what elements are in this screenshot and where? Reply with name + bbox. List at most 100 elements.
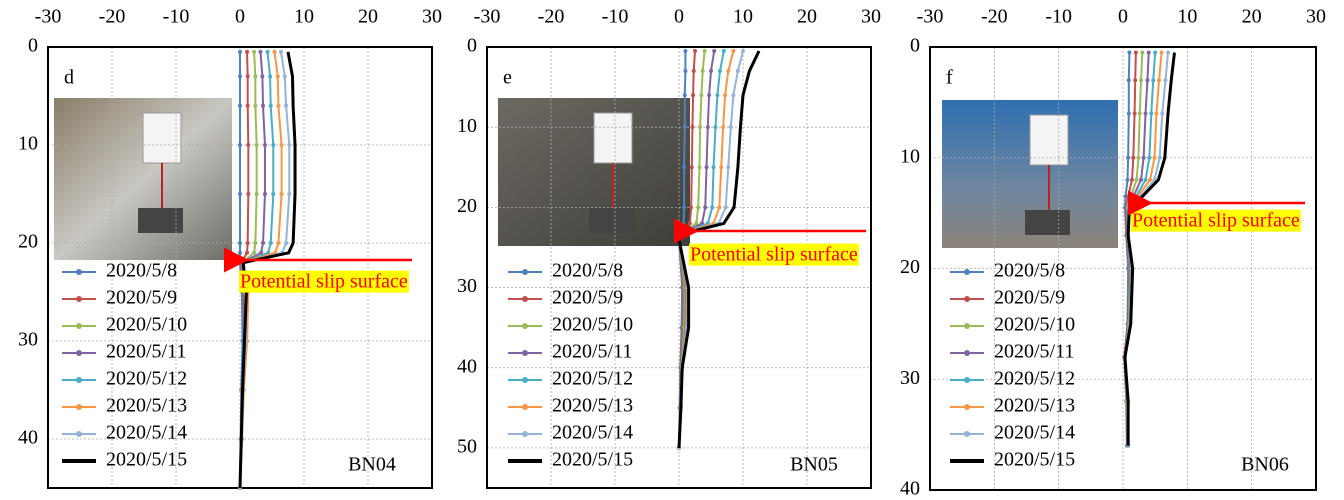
profile-point xyxy=(683,49,687,53)
legend-marker xyxy=(522,323,528,329)
profile-point xyxy=(707,93,711,97)
legend-marker xyxy=(964,377,970,383)
x-tick-label: 20 xyxy=(797,6,817,28)
legend-label: 2020/5/13 xyxy=(106,395,187,417)
legend-marker xyxy=(964,431,970,437)
profile-point xyxy=(709,69,713,73)
legend-label: 2020/5/13 xyxy=(552,395,633,417)
profile-point xyxy=(692,69,696,73)
x-tick-label: 30 xyxy=(861,6,881,28)
profile-point xyxy=(1147,51,1151,55)
profile-point xyxy=(697,165,701,169)
legend-label: 2020/5/12 xyxy=(106,368,187,390)
profile-point xyxy=(682,205,686,209)
photo-base xyxy=(1025,210,1070,235)
legend-label: 2020/5/14 xyxy=(994,422,1075,444)
profile-point xyxy=(682,165,686,169)
x-tick-label: 20 xyxy=(1242,6,1262,28)
legend-marker xyxy=(964,296,970,302)
y-tick-label: 20 xyxy=(18,231,38,253)
profile-point xyxy=(255,143,259,147)
profile-point xyxy=(1133,78,1137,82)
legend-marker xyxy=(964,350,970,356)
x-tick-label: -30 xyxy=(917,6,944,28)
profile-point xyxy=(238,50,242,54)
profile-point xyxy=(287,192,291,196)
profile-point xyxy=(1147,156,1151,160)
profile-point xyxy=(726,69,730,73)
y-tick-label: 40 xyxy=(900,478,920,500)
profile-point xyxy=(260,74,264,78)
profile-point xyxy=(246,143,250,147)
panel-label: e xyxy=(503,67,512,89)
profile-line xyxy=(1125,53,1175,446)
y-tick-label: 40 xyxy=(457,355,477,377)
annotation: Potential slip surface xyxy=(1132,210,1300,232)
legend-label: 2020/5/10 xyxy=(106,314,187,336)
profile-point xyxy=(689,205,693,209)
profile-point xyxy=(1151,78,1155,82)
y-tick-label: 10 xyxy=(18,133,38,155)
legend-label: 2020/5/9 xyxy=(106,287,177,309)
legend-label: 2020/5/12 xyxy=(994,368,1075,390)
profile-point xyxy=(717,205,721,209)
profile-point xyxy=(1144,178,1148,182)
profile-point xyxy=(253,104,257,108)
x-tick-label: -20 xyxy=(99,6,126,28)
legend-label: 2020/5/9 xyxy=(994,287,1065,309)
legend-marker xyxy=(964,323,970,329)
profile-point xyxy=(706,125,710,129)
x-tick-label: 10 xyxy=(294,6,314,28)
profile-point xyxy=(1145,78,1149,82)
annotation: Potential slip surface xyxy=(240,271,408,293)
legend-marker xyxy=(964,404,970,410)
profile-point xyxy=(255,192,259,196)
profile-point xyxy=(1133,111,1137,115)
profile-point xyxy=(287,143,291,147)
profile-point xyxy=(238,241,242,245)
profile-point xyxy=(1126,178,1130,182)
profile-point xyxy=(263,143,267,147)
x-tick-label: -10 xyxy=(1045,6,1072,28)
x-tick-label: 30 xyxy=(1306,6,1326,28)
profile-point xyxy=(731,49,735,53)
profile-point xyxy=(245,251,249,255)
profile-point xyxy=(261,104,265,108)
profile-point xyxy=(1135,178,1139,182)
legend-marker xyxy=(522,377,528,383)
legend-label: 2020/5/8 xyxy=(994,260,1065,282)
profile-point xyxy=(1127,78,1131,82)
profile-point xyxy=(246,241,250,245)
legend-label: 2020/5/9 xyxy=(552,287,623,309)
x-tick-label: -30 xyxy=(35,6,62,28)
x-tick-label: -10 xyxy=(602,6,629,28)
profile-point xyxy=(701,69,705,73)
x-tick-label: -20 xyxy=(981,6,1008,28)
legend-marker xyxy=(76,404,82,410)
profile-point xyxy=(271,192,275,196)
profile-point xyxy=(703,205,707,209)
y-tick-label: 30 xyxy=(900,367,920,389)
profile-point xyxy=(238,251,242,255)
x-tick-label: 10 xyxy=(733,6,753,28)
profile-point xyxy=(1166,51,1170,55)
profile-point xyxy=(266,50,270,54)
profile-point xyxy=(718,69,722,73)
profile-point xyxy=(1131,156,1135,160)
legend-marker xyxy=(522,296,528,302)
y-tick-label: 30 xyxy=(457,275,477,297)
profile-point xyxy=(238,104,242,108)
profile-point xyxy=(731,93,735,97)
profile-point xyxy=(710,205,714,209)
profile-point xyxy=(1163,78,1167,82)
profile-point xyxy=(1148,178,1152,182)
profile-point xyxy=(238,143,242,147)
photo-sign xyxy=(594,113,632,163)
y-tick-label: 40 xyxy=(18,427,38,449)
profile-point xyxy=(1144,111,1148,115)
profile-point xyxy=(683,93,687,97)
profile-point xyxy=(1139,78,1143,82)
annotation: Potential slip surface xyxy=(690,244,858,266)
profile-point xyxy=(269,241,273,245)
profile-point xyxy=(246,192,250,196)
